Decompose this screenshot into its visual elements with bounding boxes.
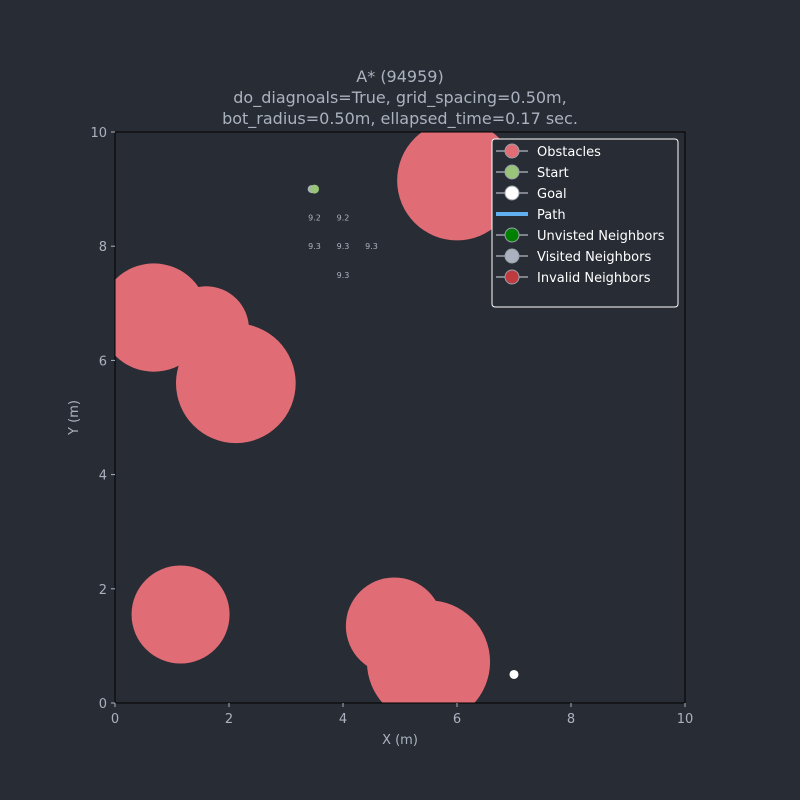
legend-swatch-obstacles	[504, 143, 520, 159]
legend-label-path: Path	[537, 208, 566, 223]
legend-label-invalid-neighbors: Invalid Neighbors	[537, 271, 651, 286]
cost-label-3: 9.3	[308, 242, 321, 251]
legend-label-obstacles: Obstacles	[537, 145, 601, 160]
start-marker	[310, 184, 319, 194]
chart-title: A* (94959) do_diagnoals=True, grid_spaci…	[222, 67, 578, 129]
title-line-3: bot_radius=0.50m, ellapsed_time=0.17 sec…	[222, 109, 578, 129]
obstacle-5	[131, 565, 230, 664]
y-axis-ticks: 0 2 4 6 8 10	[90, 126, 115, 712]
x-tick-label-0: 0	[111, 712, 119, 727]
title-line-2: do_diagnoals=True, grid_spacing=0.50m,	[233, 88, 566, 108]
legend-swatch-visited-neighbors	[504, 248, 520, 264]
x-tick-label-6: 6	[453, 712, 461, 727]
cost-label-4: 9.3	[337, 242, 350, 251]
markers-layer	[307, 184, 519, 679]
obstacle-1	[397, 132, 517, 241]
legend-label-start: Start	[537, 166, 569, 181]
cost-label-2: 9.2	[337, 214, 350, 223]
legend-label-goal: Goal	[537, 187, 567, 202]
cost-label-1: 9.2	[308, 214, 321, 223]
legend-box	[491, 138, 679, 308]
x-tick-label-2: 2	[225, 712, 233, 727]
cost-labels-layer: 9.2 9.2 9.3 9.3 9.3 9.3	[308, 214, 378, 280]
legend-swatch-goal	[504, 185, 520, 201]
y-tick-label-0: 0	[99, 697, 107, 712]
y-tick-label-10: 10	[90, 126, 107, 141]
legend-swatch-unvisted-neighbors	[504, 227, 520, 243]
x-tick-label-8: 8	[567, 712, 575, 727]
legend-label-unvisted-neighbors: Unvisted Neighbors	[537, 229, 665, 244]
y-tick-label-8: 8	[99, 240, 107, 255]
legend-swatch-start	[504, 164, 520, 180]
obstacle-7	[366, 600, 491, 703]
title-line-1: A* (94959)	[356, 67, 443, 86]
legend-swatch-invalid-neighbors	[504, 269, 520, 285]
obstacles-layer	[115, 132, 517, 703]
x-axis-ticks: 0 2 4 6 8 10	[111, 703, 693, 727]
y-axis-label: Y (m)	[67, 400, 82, 436]
goal-marker	[509, 669, 519, 679]
x-tick-label-4: 4	[339, 712, 347, 727]
plot-frame	[114, 131, 686, 704]
cost-label-5: 9.3	[365, 242, 378, 251]
x-axis-label: X (m)	[382, 733, 418, 748]
obstacle-4	[175, 323, 296, 444]
x-tick-label-10: 10	[677, 712, 694, 727]
cost-label-6: 9.3	[337, 271, 350, 280]
y-tick-label-2: 2	[99, 583, 107, 598]
legend: Obstacles Start Goal Path Unvisted Neighbors…	[491, 138, 679, 308]
y-tick-label-6: 6	[99, 354, 107, 369]
legend-label-visited-neighbors: Visited Neighbors	[537, 250, 651, 265]
y-tick-label-4: 4	[99, 469, 107, 484]
